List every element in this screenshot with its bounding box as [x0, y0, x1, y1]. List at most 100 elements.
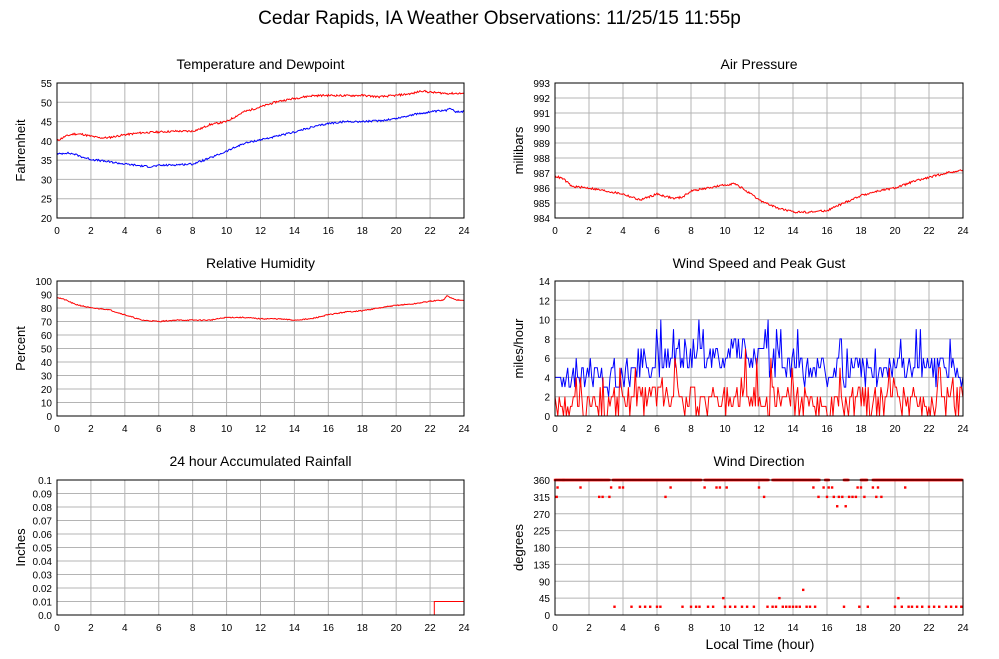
- direction-point: [812, 486, 815, 489]
- direction-point: [762, 495, 766, 499]
- direction-point: [805, 605, 808, 608]
- direction-point: [825, 495, 829, 499]
- series-line-red: [56, 89, 465, 141]
- direction-point: [601, 495, 604, 499]
- x-tick-label: 16: [821, 226, 833, 237]
- x-tick-label: 10: [221, 226, 233, 237]
- direction-point: [740, 605, 744, 608]
- direction-point: [871, 486, 875, 489]
- chart-title: Wind Direction: [713, 453, 804, 469]
- direction-point: [649, 605, 652, 608]
- y-tick-label: 35: [41, 156, 53, 167]
- y-axis-label: Fahrenheit: [13, 119, 28, 182]
- y-tick-label: 135: [533, 560, 550, 571]
- x-tick-label: 8: [688, 424, 694, 435]
- y-tick-label: 0.07: [33, 517, 53, 528]
- direction-point: [897, 596, 900, 600]
- chart-title: Relative Humidity: [206, 255, 315, 271]
- x-tick-label: 20: [889, 226, 901, 237]
- direction-point: [681, 605, 684, 608]
- x-axis-caption: Local Time (hour): [705, 636, 815, 652]
- direction-point: [847, 495, 851, 499]
- direction-point: [893, 605, 897, 608]
- direction-point: [844, 505, 847, 508]
- direction-point: [900, 605, 903, 608]
- series-line-red: [57, 294, 465, 323]
- x-tick-label: 24: [957, 424, 969, 435]
- y-tick-label: 70: [41, 318, 53, 329]
- direction-point: [734, 605, 737, 608]
- direction-point: [795, 605, 798, 608]
- direction-point: [836, 505, 839, 508]
- y-tick-label: 360: [533, 476, 550, 487]
- y-tick-label: 991: [533, 109, 550, 120]
- x-tick-label: 2: [88, 623, 94, 634]
- y-tick-label: 10: [539, 316, 551, 327]
- direction-point: [771, 605, 774, 608]
- y-tick-label: 2: [544, 393, 550, 404]
- y-tick-label: 60: [41, 331, 53, 342]
- x-tick-label: 2: [88, 226, 94, 237]
- plot-frame: [554, 280, 964, 417]
- direction-point: [832, 495, 835, 499]
- chart-title: Temperature and Dewpoint: [176, 56, 344, 72]
- direction-point: [851, 495, 854, 499]
- direction-point: [910, 605, 914, 608]
- x-tick-label: 24: [458, 424, 470, 435]
- direction-point: [556, 486, 559, 489]
- series-line-blue: [555, 319, 964, 397]
- direction-point: [728, 605, 732, 608]
- y-tick-label: 30: [41, 372, 53, 383]
- x-tick-label: 20: [889, 623, 901, 634]
- y-tick-label: 0: [544, 611, 550, 622]
- x-tick-label: 22: [425, 623, 437, 634]
- x-tick-label: 16: [821, 623, 833, 634]
- direction-point: [817, 495, 820, 499]
- x-tick-label: 14: [289, 226, 301, 237]
- y-tick-label: 984: [533, 214, 550, 225]
- y-tick-label: 315: [533, 493, 550, 504]
- x-tick-label: 16: [323, 424, 335, 435]
- x-tick-label: 8: [190, 424, 196, 435]
- x-tick-label: 4: [620, 226, 626, 237]
- direction-point: [932, 605, 936, 608]
- y-tick-label: 0.1: [38, 476, 52, 487]
- direction-point: [955, 605, 958, 608]
- y-tick-label: 0: [46, 412, 52, 423]
- x-tick-label: 4: [122, 424, 128, 435]
- x-tick-label: 22: [923, 226, 935, 237]
- plot-frame: [56, 479, 465, 616]
- direction-point: [669, 486, 672, 489]
- x-tick-label: 12: [753, 226, 765, 237]
- x-tick-label: 10: [719, 226, 731, 237]
- x-tick-label: 12: [753, 623, 765, 634]
- direction-point: [880, 495, 883, 499]
- y-tick-label: 4: [544, 373, 550, 384]
- x-tick-label: 8: [190, 226, 196, 237]
- x-tick-label: 8: [688, 623, 694, 634]
- x-tick-label: 0: [552, 623, 558, 634]
- direction-point: [798, 605, 801, 608]
- y-tick-label: 0.0: [38, 611, 52, 622]
- x-tick-label: 14: [787, 226, 799, 237]
- plot-frame: [554, 82, 964, 219]
- x-tick-label: 16: [323, 226, 335, 237]
- direction-point: [842, 605, 846, 608]
- direction-point: [921, 605, 924, 608]
- x-tick-label: 10: [719, 623, 731, 634]
- y-axis-label: millibars: [511, 126, 526, 174]
- direction-point: [854, 495, 858, 499]
- direction-point: [752, 605, 756, 608]
- direction-point: [643, 605, 647, 608]
- x-tick-label: 12: [255, 623, 267, 634]
- y-tick-label: 20: [41, 214, 53, 225]
- x-tick-label: 22: [425, 226, 437, 237]
- x-tick-label: 2: [586, 623, 592, 634]
- plot-frame: [554, 479, 964, 616]
- y-tick-label: 20: [41, 385, 53, 396]
- plot-frame: [56, 82, 465, 219]
- x-tick-label: 18: [357, 623, 369, 634]
